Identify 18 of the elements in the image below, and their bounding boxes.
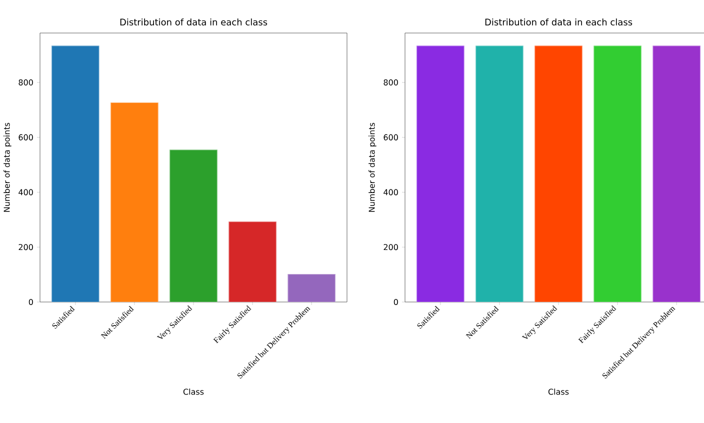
y-tick-label: 0 <box>394 298 398 306</box>
y-tick-label: 600 <box>384 134 398 140</box>
y-tick-label: 800 <box>384 79 398 86</box>
bar <box>110 102 158 302</box>
y-tick-label: 0 <box>28 298 33 306</box>
bar <box>52 46 100 302</box>
x-axis-title: Class <box>548 388 569 395</box>
y-axis-title: Number of data points <box>4 122 12 212</box>
chart-title: Distribution of data in each class <box>120 18 268 26</box>
chart-title: Distribution of data in each class <box>485 18 632 26</box>
y-tick-label: 200 <box>384 244 398 250</box>
x-axis-title: Class <box>183 388 204 395</box>
y-tick-label: 600 <box>18 134 33 140</box>
y-tick-label: 200 <box>18 244 33 250</box>
y-tick-label: 400 <box>384 189 398 196</box>
y-tick-label: 400 <box>18 189 33 196</box>
y-tick-label: 800 <box>18 79 33 86</box>
y-axis-title: Number of data points <box>368 122 376 212</box>
